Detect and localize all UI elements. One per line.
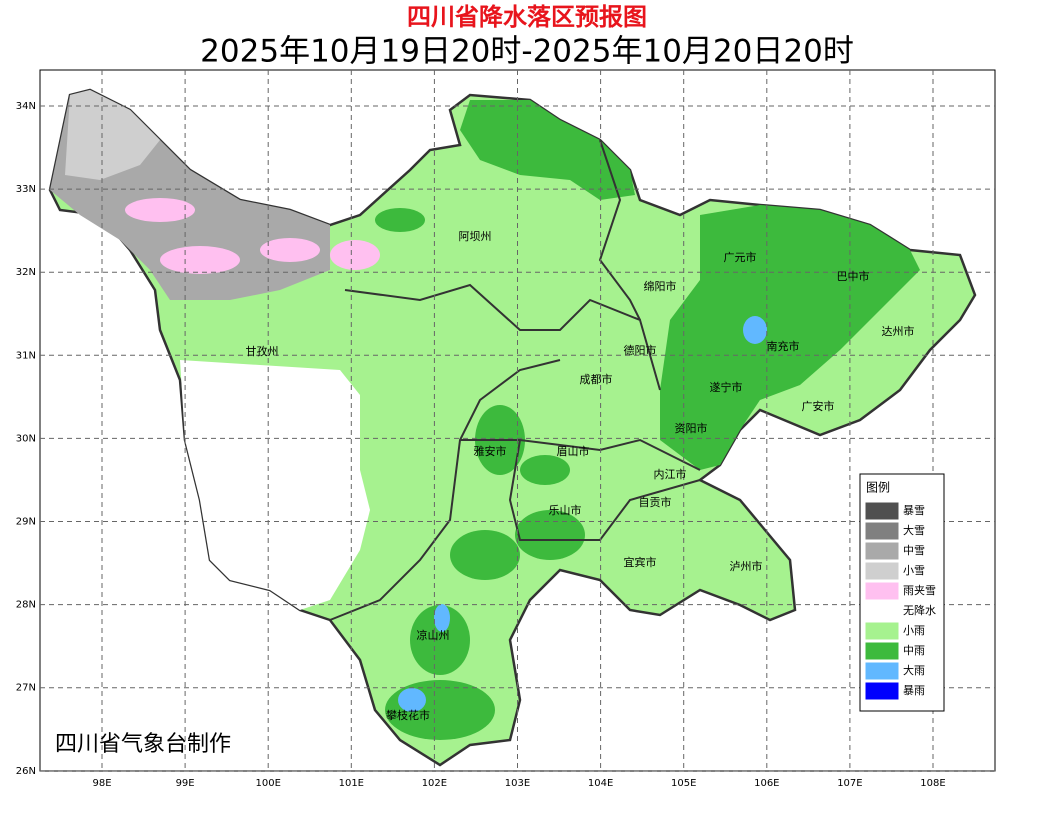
place-label: 甘孜州 xyxy=(246,344,279,358)
legend-label: 大雪 xyxy=(903,523,925,537)
lat-tick-label: 31N xyxy=(16,350,36,361)
moderate-rain-area xyxy=(450,530,520,580)
place-label: 巴中市 xyxy=(837,269,870,283)
place-label: 乐山市 xyxy=(549,503,582,517)
place-label: 泸州市 xyxy=(730,559,763,573)
moderate-rain-area xyxy=(660,205,920,470)
lat-tick-label: 26N xyxy=(16,766,36,777)
legend-swatch xyxy=(865,662,899,680)
lon-tick-label: 108E xyxy=(920,778,945,789)
region-border xyxy=(508,439,701,541)
place-label: 南充市 xyxy=(767,339,800,353)
moderate-rain-area xyxy=(375,208,425,232)
place-label: 达州市 xyxy=(882,324,915,338)
lat-tick-label: 29N xyxy=(16,517,36,528)
lat-tick-label: 30N xyxy=(16,433,36,444)
legend-swatch xyxy=(865,642,899,660)
legend-label: 暴雪 xyxy=(903,504,925,517)
lon-tick-label: 102E xyxy=(422,778,447,789)
place-label: 阿坝州 xyxy=(459,229,492,243)
legend-swatch xyxy=(865,542,899,560)
lon-tick-label: 98E xyxy=(92,778,111,789)
place-label: 资阳市 xyxy=(675,421,708,435)
lat-tick-label: 33N xyxy=(16,184,36,195)
region-border xyxy=(329,359,561,621)
lon-tick-label: 101E xyxy=(339,778,364,789)
sleet-area xyxy=(260,238,320,262)
map xyxy=(48,88,977,767)
lon-tick-label: 100E xyxy=(255,778,280,789)
place-label: 德阳市 xyxy=(624,343,657,357)
subtitle: 2025年10月19日20时-2025年10月20日20时 xyxy=(200,34,854,70)
no-rain-area xyxy=(180,360,370,610)
place-label: 自贡市 xyxy=(639,495,672,509)
place-label: 凉山州 xyxy=(417,628,450,642)
lon-tick-label: 104E xyxy=(588,778,613,789)
legend-swatch xyxy=(865,522,899,540)
lat-tick-label: 34N xyxy=(16,101,36,112)
legend-label: 雨夹雪 xyxy=(903,584,936,597)
place-label: 广元市 xyxy=(724,250,757,264)
lon-tick-label: 103E xyxy=(505,778,530,789)
heavy-rain-area xyxy=(398,688,426,712)
sleet-area xyxy=(160,246,240,274)
place-label: 眉山市 xyxy=(557,444,590,458)
light-snow-area xyxy=(65,90,160,180)
moderate-rain-area xyxy=(410,605,470,675)
lat-tick-label: 27N xyxy=(16,683,36,694)
legend-label: 小雪 xyxy=(903,564,925,577)
place-label: 宜宾市 xyxy=(624,555,657,569)
legend-label: 暴雨 xyxy=(903,684,925,697)
legend-title: 图例 xyxy=(866,481,890,495)
legend-swatch xyxy=(865,682,899,700)
sleet-area xyxy=(125,198,195,222)
moderate-rain-area xyxy=(515,510,585,560)
place-label: 内江市 xyxy=(654,467,687,481)
place-label: 成都市 xyxy=(580,372,613,386)
legend-label: 中雨 xyxy=(903,644,925,657)
region-border xyxy=(460,438,701,471)
place-label: 雅安市 xyxy=(474,444,507,458)
legend-swatch xyxy=(866,603,898,619)
place-label: 攀枝花市 xyxy=(386,708,430,722)
moderate-rain-area xyxy=(460,100,635,200)
place-label: 遂宁市 xyxy=(710,380,743,394)
credit: 四川省气象台制作 xyxy=(55,732,231,757)
legend-swatch xyxy=(865,502,899,520)
legend-label: 小雨 xyxy=(903,624,925,637)
legend-swatch xyxy=(865,622,899,640)
lon-tick-label: 106E xyxy=(754,778,779,789)
graticule: 98E 99E 100E 101E 102E 103E 104E 105E 106E 107E 10… xyxy=(16,70,995,789)
heavy-rain-area xyxy=(434,604,450,632)
legend-swatch xyxy=(865,562,899,580)
legend-label: 中雪 xyxy=(903,544,925,557)
heavy-rain-area xyxy=(743,316,767,344)
region-border xyxy=(344,283,661,391)
lon-tick-label: 99E xyxy=(176,778,195,789)
region-border xyxy=(598,139,641,321)
place-label: 绵阳市 xyxy=(644,279,677,293)
place-label: 广安市 xyxy=(802,399,835,413)
sleet-area xyxy=(330,240,380,270)
lat-tick-label: 28N xyxy=(16,600,36,611)
legend-label: 无降水 xyxy=(903,603,936,617)
lon-tick-label: 105E xyxy=(671,778,696,789)
lat-tick-label: 32N xyxy=(16,267,36,278)
moderate-rain-area xyxy=(520,455,570,485)
legend-swatch xyxy=(865,582,899,600)
lon-tick-label: 107E xyxy=(837,778,862,789)
title: 四川省降水落区预报图 xyxy=(407,3,647,31)
legend-label: 大雨 xyxy=(903,663,925,677)
